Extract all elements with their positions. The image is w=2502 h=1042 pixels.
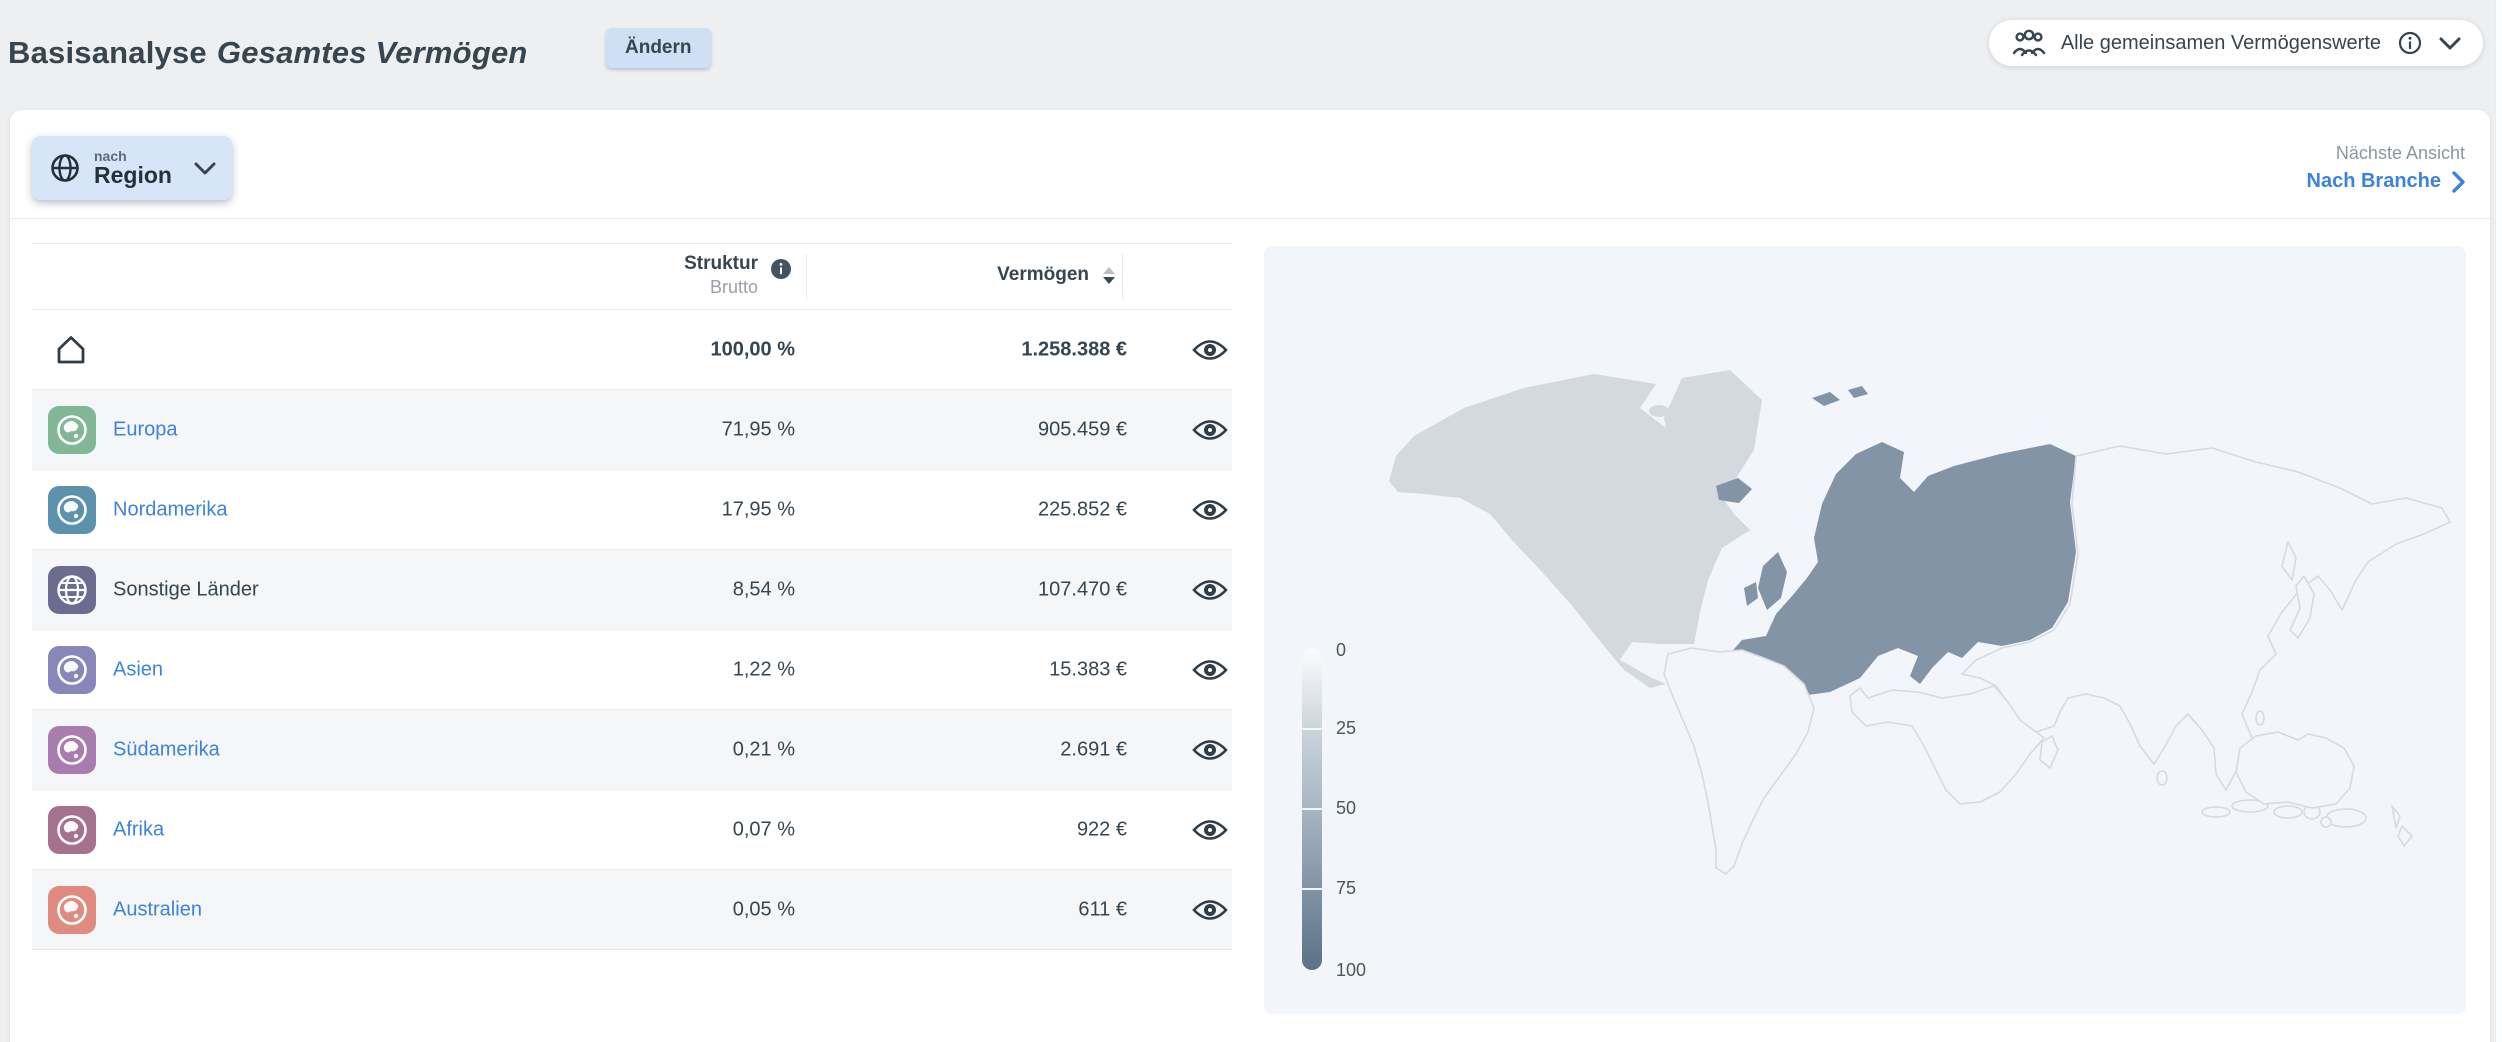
structure-value: 71,95 % — [721, 418, 795, 440]
eye-toggle[interactable] — [1188, 652, 1232, 688]
scope-selector[interactable]: Alle gemeinsamen Vermögenswerte — [1988, 20, 2483, 66]
structure-column-header: Struktur Brutto — [684, 252, 758, 298]
japan-outline — [2289, 575, 2315, 639]
info-icon[interactable] — [770, 258, 792, 280]
north-america-shape — [1389, 370, 1762, 688]
page-title: Basisanalyse Gesamtes Vermögen — [8, 35, 528, 71]
africa-outline — [1849, 685, 2045, 805]
legend-tick: 100 — [1336, 960, 1367, 980]
new-zealand-outline — [2391, 805, 2401, 829]
group-by-value: Region — [94, 162, 172, 189]
structure-value: 8,54 % — [732, 578, 795, 600]
next-view-link[interactable]: Nach Branche — [2307, 170, 2466, 193]
region-link-afrika[interactable]: Afrika — [113, 818, 165, 840]
sort-icon[interactable] — [1103, 266, 1115, 284]
structure-title: Struktur — [684, 253, 758, 274]
region-link-suedamerika[interactable]: Südamerika — [113, 738, 220, 760]
table-row: Südamerika 0,21 % 2.691 € — [32, 710, 1232, 790]
page-title-emphasis: Gesamtes Vermögen — [216, 34, 528, 70]
other-continents-outline — [1663, 445, 2451, 875]
madagascar-outline — [2039, 735, 2059, 769]
assets-value: 15.383 € — [1049, 658, 1127, 680]
table-row: Asien 1,22 % 15.383 € — [32, 630, 1232, 710]
structure-value: 17,95 % — [721, 498, 795, 520]
eye-toggle[interactable] — [1188, 572, 1232, 608]
group-by-dropdown[interactable]: nach Region — [32, 136, 232, 200]
region-link-australien[interactable]: Australien — [113, 898, 202, 920]
region-europa-icon — [48, 406, 96, 454]
region-link-europa[interactable]: Europa — [113, 418, 178, 440]
scope-selector-label: Alle gemeinsamen Vermögenswerte — [2060, 31, 2381, 54]
eye-toggle[interactable] — [1188, 892, 1232, 928]
australia-outline — [2235, 731, 2355, 809]
info-icon[interactable] — [2397, 30, 2423, 56]
eye-toggle[interactable] — [1188, 732, 1232, 768]
eye-toggle[interactable] — [1188, 332, 1232, 368]
assets-value: 2.691 € — [1060, 738, 1127, 760]
world-map-panel: 0 25 50 75 100 — [1264, 246, 2466, 1014]
table-row: Europa 71,95 % 905.459 € — [32, 390, 1232, 470]
chevron-right-icon — [2451, 170, 2465, 193]
assets-value: 922 € — [1076, 818, 1127, 840]
region-suedamerika-icon — [48, 726, 96, 774]
assets-value: 225.852 € — [1038, 498, 1127, 520]
chevron-down-icon — [2439, 36, 2461, 51]
assets-value: 611 € — [1078, 898, 1127, 920]
table-row: Nordamerika 17,95 % 225.852 € — [32, 470, 1232, 550]
europe-shape — [1716, 386, 2076, 696]
table-row: Australien 0,05 % 611 € — [32, 870, 1232, 950]
region-nordamerika-icon — [48, 486, 96, 534]
column-divider — [1122, 254, 1123, 299]
choropleth-world-map[interactable] — [1264, 246, 2466, 1014]
map-legend: 0 25 50 75 100 — [1302, 640, 1422, 986]
next-view-caption: Nächste Ansicht — [2335, 143, 2465, 163]
region-link-nordamerika[interactable]: Nordamerika — [113, 498, 228, 520]
structure-value: 0,05 % — [732, 898, 795, 920]
globe-icon — [48, 151, 82, 185]
region-label-sonstige: Sonstige Länder — [113, 578, 259, 600]
eye-toggle[interactable] — [1188, 412, 1232, 448]
eye-toggle[interactable] — [1188, 812, 1232, 848]
section-divider — [10, 218, 2490, 219]
group-icon — [2011, 28, 2047, 58]
legend-tick: 75 — [1336, 878, 1357, 898]
structure-value: 1,22 % — [732, 658, 795, 680]
structure-value: 0,07 % — [732, 818, 795, 840]
home-icon[interactable] — [52, 331, 90, 369]
table-row-total: 100,00 % 1.258.388 € — [32, 310, 1232, 390]
legend-tick: 25 — [1336, 718, 1357, 738]
chevron-down-icon — [194, 161, 216, 176]
column-divider — [806, 254, 807, 299]
legend-tick: 50 — [1336, 798, 1357, 818]
change-button[interactable]: Ändern — [606, 28, 711, 68]
legend-tick: 0 — [1336, 640, 1347, 660]
assets-value: 905.459 € — [1038, 418, 1127, 440]
region-table: Struktur Brutto Vermögen — [32, 243, 1232, 950]
structure-value: 100,00 % — [710, 338, 795, 360]
table-header: Struktur Brutto Vermögen — [32, 243, 1232, 310]
asia-outline — [1961, 445, 2451, 791]
eye-toggle[interactable] — [1188, 492, 1232, 528]
page-title-main: Basisanalyse — [8, 34, 207, 70]
south-america-outline — [1663, 647, 1815, 875]
assets-value: 1.258.388 € — [1021, 338, 1127, 360]
assets-title: Vermögen — [997, 264, 1089, 285]
structure-value: 0,21 % — [732, 738, 795, 760]
region-link-asien[interactable]: Asien — [113, 658, 164, 680]
table-row: Sonstige Länder 8,54 % 107.470 € — [32, 550, 1232, 630]
next-view-link-label: Nach Branche — [2306, 170, 2442, 192]
scrollbar[interactable] — [2495, 0, 2502, 1042]
structure-subtitle: Brutto — [709, 276, 758, 297]
region-sonstige-icon — [48, 566, 96, 614]
assets-column-header[interactable]: Vermögen — [997, 264, 1115, 286]
region-asien-icon — [48, 646, 96, 694]
assets-value: 107.470 € — [1038, 578, 1127, 600]
table-row: Afrika 0,07 % 922 € — [32, 790, 1232, 870]
region-australien-icon — [48, 886, 96, 934]
region-afrika-icon — [48, 806, 96, 854]
group-by-prefix: nach — [94, 147, 127, 164]
